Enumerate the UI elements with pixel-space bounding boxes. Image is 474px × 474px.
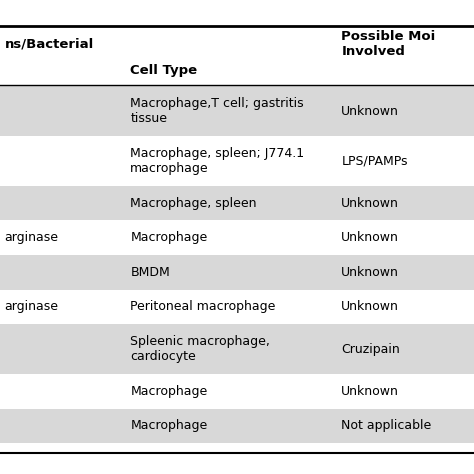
Bar [0,374,474,409]
Bar [0,220,474,255]
Text: Macrophage: Macrophage [130,419,208,432]
Text: Macrophage: Macrophage [130,385,208,398]
Text: Cell Type: Cell Type [130,64,198,77]
Text: Spleenic macrophage,
cardiocyte: Spleenic macrophage, cardiocyte [130,335,270,363]
Bar [0,186,474,220]
Bar [0,136,474,186]
Text: Possible Moi
Involved: Possible Moi Involved [341,30,436,58]
Text: Macrophage,T cell; gastritis
tissue: Macrophage,T cell; gastritis tissue [130,97,304,125]
Text: LPS/PAMPs: LPS/PAMPs [341,155,408,167]
Text: Unknown: Unknown [341,385,399,398]
Text: Unknown: Unknown [341,301,399,313]
Text: Macrophage, spleen; J774.1
macrophage: Macrophage, spleen; J774.1 macrophage [130,147,304,175]
Text: Not applicable: Not applicable [341,419,431,432]
Text: arginase: arginase [5,301,59,313]
Text: BMDM: BMDM [130,266,170,279]
Text: Unknown: Unknown [341,231,399,244]
Bar [0,86,474,136]
Bar [0,290,474,324]
Text: Macrophage, spleen: Macrophage, spleen [130,197,257,210]
Text: Unknown: Unknown [341,197,399,210]
Text: Macrophage: Macrophage [130,231,208,244]
Bar [0,409,474,443]
Text: Peritoneal macrophage: Peritoneal macrophage [130,301,276,313]
Text: Unknown: Unknown [341,266,399,279]
Bar [0,255,474,290]
Bar [0,324,474,374]
Text: arginase: arginase [5,231,59,244]
Text: ns/Bacterial: ns/Bacterial [5,38,94,51]
Text: Cruzipain: Cruzipain [341,343,400,356]
Text: Unknown: Unknown [341,105,399,118]
